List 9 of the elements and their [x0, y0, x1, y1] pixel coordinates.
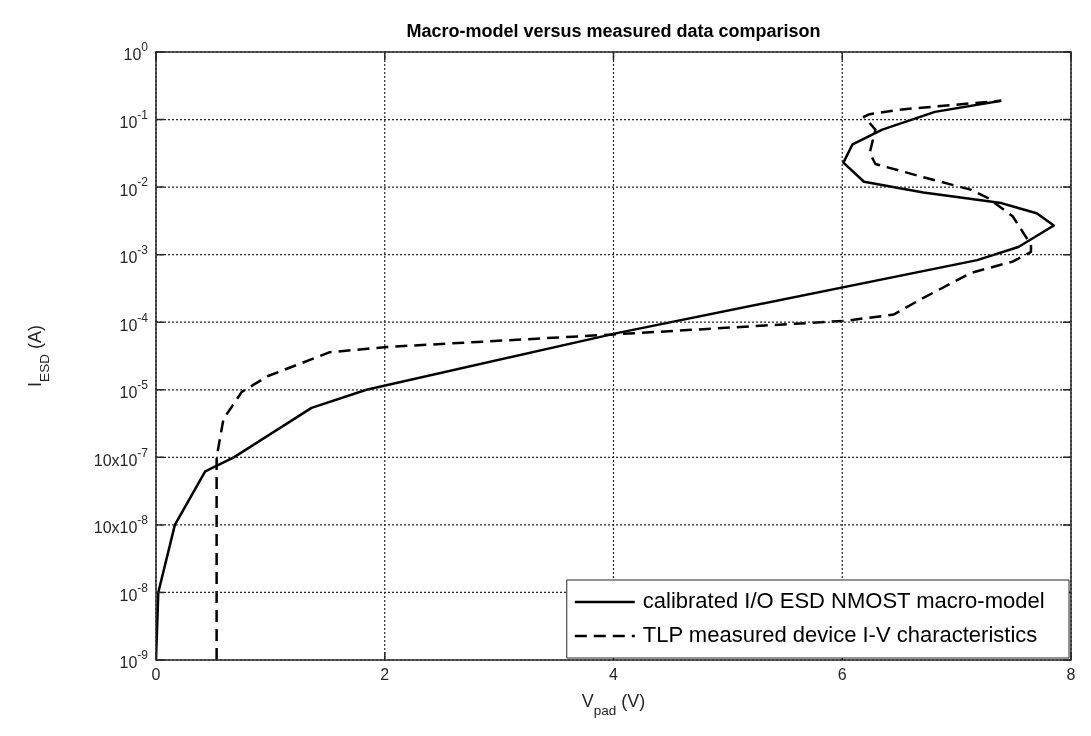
y-axis-title: IESD (A) [24, 325, 52, 387]
x-tick-label: 0 [151, 666, 161, 684]
legend-label: calibrated I/O ESD NMOST macro-model [642, 588, 1045, 614]
legend-label: TLP measured device I-V characteristics [642, 622, 1038, 648]
x-tick-label: 2 [380, 666, 390, 684]
x-tick-label: 6 [837, 666, 847, 684]
x-tick-label: 8 [1066, 666, 1076, 684]
x-tick-label: 4 [609, 666, 619, 684]
chart-title: Macro-model versus measured data comparison [406, 20, 821, 41]
